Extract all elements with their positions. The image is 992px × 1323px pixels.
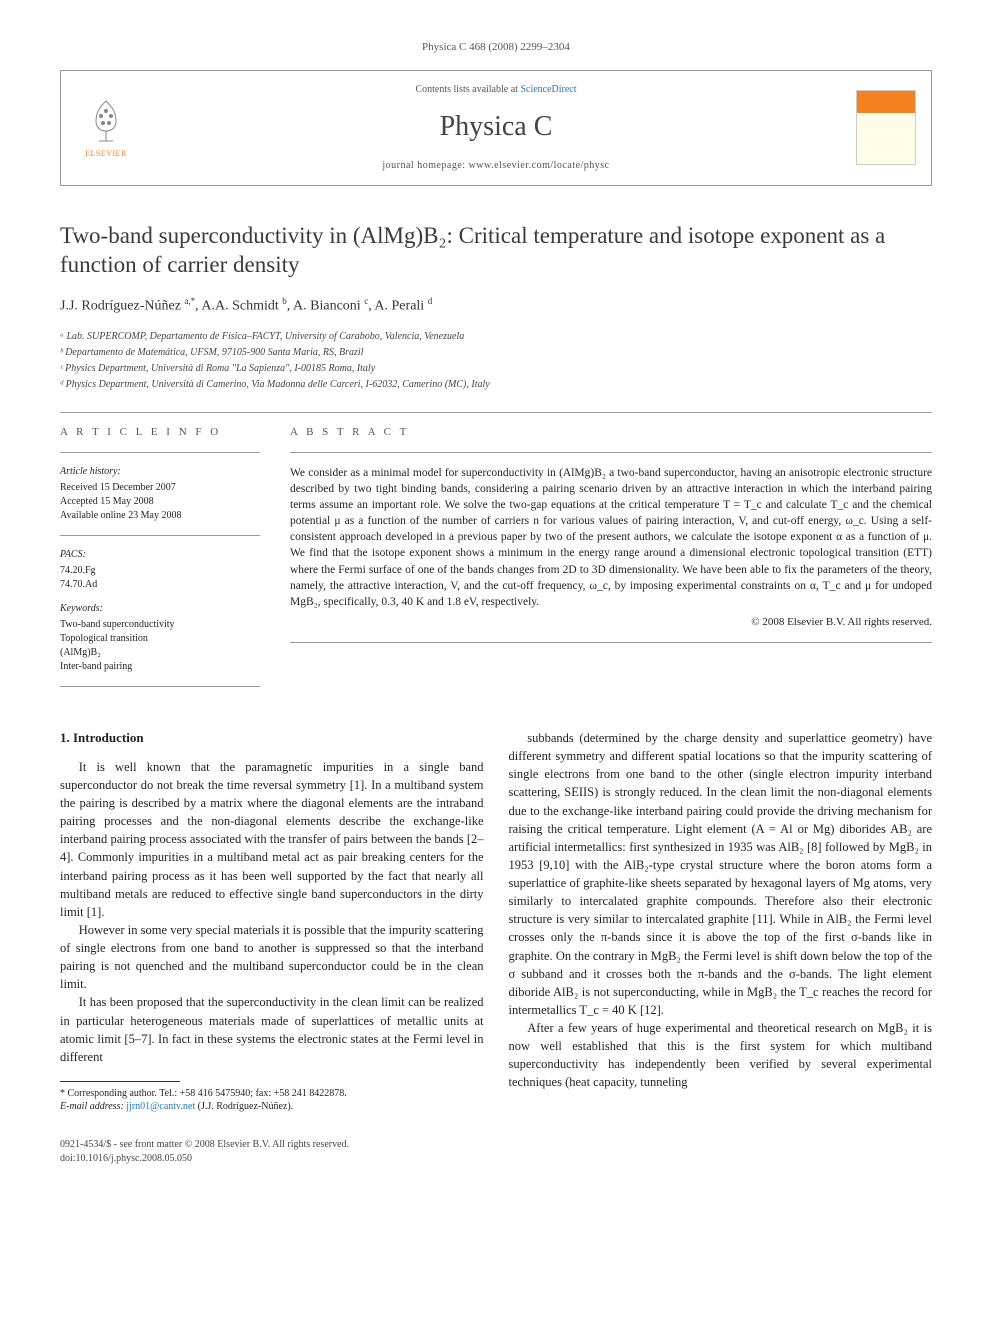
keywords-block: Keywords: Two-band superconductivity Top… <box>60 602 260 674</box>
body-text: 1. Introduction It is well known that th… <box>60 729 932 1113</box>
email-person: (J.J. Rodríguez-Núñez). <box>195 1101 293 1112</box>
contents-line: Contents lists available at ScienceDirec… <box>151 83 841 97</box>
section-heading: 1. Introduction <box>60 729 484 748</box>
homepage-prefix: journal homepage: <box>382 160 468 171</box>
divider <box>290 642 932 643</box>
paragraph: After a few years of huge experimental a… <box>509 1019 933 1092</box>
pacs-block: PACS: 74.20.Fg 74.70.Ad <box>60 548 260 592</box>
elsevier-tree-icon <box>81 96 131 146</box>
article-info: A R T I C L E I N F O Article history: R… <box>60 425 260 699</box>
abstract-copyright: © 2008 Elsevier B.V. All rights reserved… <box>290 615 932 630</box>
history-item: Available online 23 May 2008 <box>60 509 260 523</box>
abstract-heading: A B S T R A C T <box>290 425 932 440</box>
keyword-item: Two-band superconductivity <box>60 618 260 632</box>
keyword-item: (AlMg)B₂ <box>60 646 260 660</box>
affiliation: ᵃ Lab. SUPERCOMP, Departamento de Física… <box>60 329 932 344</box>
history-item: Accepted 15 May 2008 <box>60 495 260 509</box>
email-link[interactable]: jjrn01@cantv.net <box>126 1101 195 1112</box>
elsevier-logo: ELSEVIER <box>76 93 136 163</box>
email-label: E-mail address: <box>60 1101 126 1112</box>
footnote: * Corresponding author. Tel.: +58 416 54… <box>60 1087 484 1113</box>
paragraph: subbands (determined by the charge densi… <box>509 729 933 1019</box>
divider <box>60 412 932 413</box>
homepage-line: journal homepage: www.elsevier.com/locat… <box>151 159 841 173</box>
page-footer: 0921-4534/$ - see front matter © 2008 El… <box>60 1138 932 1166</box>
journal-cover-thumb <box>856 90 916 165</box>
paragraph: It has been proposed that the supercondu… <box>60 993 484 1066</box>
affiliation: ᵈ Physics Department, Università di Came… <box>60 377 932 392</box>
email-line: E-mail address: jjrn01@cantv.net (J.J. R… <box>60 1100 484 1113</box>
divider <box>60 686 260 687</box>
paragraph: However in some very special materials i… <box>60 921 484 994</box>
footer-left: 0921-4534/$ - see front matter © 2008 El… <box>60 1138 349 1166</box>
banner-center: Contents lists available at ScienceDirec… <box>151 83 841 172</box>
divider <box>60 452 260 453</box>
affiliation: ᵇ Departamento de Matemática, UFSM, 9710… <box>60 345 932 360</box>
corresponding-author: * Corresponding author. Tel.: +58 416 54… <box>60 1087 484 1100</box>
affiliation: ᶜ Physics Department, Università di Roma… <box>60 361 932 376</box>
abstract-text: We consider as a minimal model for super… <box>290 465 932 610</box>
paragraph: It is well known that the paramagnetic i… <box>60 758 484 921</box>
footer-doi: doi:10.1016/j.physc.2008.05.050 <box>60 1152 349 1166</box>
divider <box>60 535 260 536</box>
homepage-url: www.elsevier.com/locate/physc <box>469 160 610 171</box>
divider <box>290 452 932 453</box>
keyword-item: Inter-band pairing <box>60 660 260 674</box>
journal-banner: ELSEVIER Contents lists available at Sci… <box>60 70 932 185</box>
journal-name: Physica C <box>151 107 841 146</box>
info-abstract-row: A R T I C L E I N F O Article history: R… <box>60 425 932 699</box>
history-item: Received 15 December 2007 <box>60 481 260 495</box>
affiliations: ᵃ Lab. SUPERCOMP, Departamento de Física… <box>60 329 932 392</box>
contents-prefix: Contents lists available at <box>415 84 520 95</box>
article-title: Two-band superconductivity in (AlMg)B₂: … <box>60 221 932 281</box>
pacs-label: PACS: <box>60 548 260 562</box>
keywords-label: Keywords: <box>60 602 260 616</box>
elsevier-label: ELSEVIER <box>85 148 127 159</box>
article-history: Article history: Received 15 December 20… <box>60 465 260 523</box>
pacs-item: 74.70.Ad <box>60 578 260 592</box>
header-citation: Physica C 468 (2008) 2299–2304 <box>60 40 932 55</box>
abstract: A B S T R A C T We consider as a minimal… <box>290 425 932 699</box>
authors: J.J. Rodríguez-Núñez a,*, A.A. Schmidt b… <box>60 295 932 316</box>
footer-copyright: 0921-4534/$ - see front matter © 2008 El… <box>60 1138 349 1152</box>
keyword-item: Topological transition <box>60 632 260 646</box>
pacs-item: 74.20.Fg <box>60 564 260 578</box>
footnote-separator <box>60 1081 180 1082</box>
sciencedirect-link[interactable]: ScienceDirect <box>520 84 576 95</box>
history-label: Article history: <box>60 465 260 479</box>
article-info-heading: A R T I C L E I N F O <box>60 425 260 440</box>
